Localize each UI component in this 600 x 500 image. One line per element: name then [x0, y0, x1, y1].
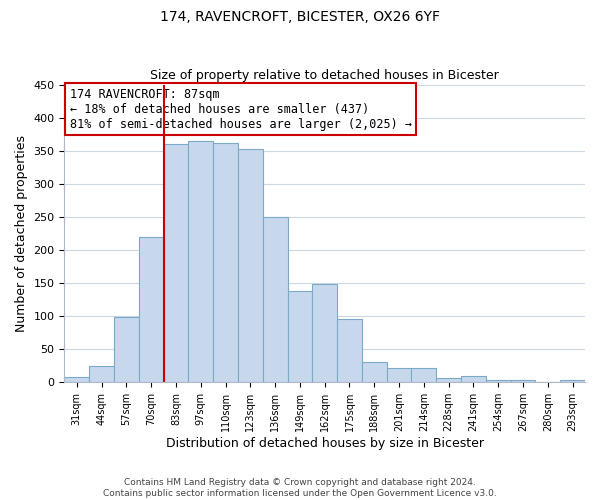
Bar [263, 217, 287, 382]
Text: 174 RAVENCROFT: 87sqm
← 18% of detached houses are smaller (437)
81% of semi-det: 174 RAVENCROFT: 87sqm ← 18% of detached … [70, 88, 412, 130]
Bar [436, 378, 461, 382]
Y-axis label: Number of detached properties: Number of detached properties [15, 135, 28, 332]
Bar [139, 237, 164, 382]
Bar [412, 368, 436, 382]
Bar [486, 380, 511, 382]
Bar [313, 284, 337, 382]
Text: Contains HM Land Registry data © Crown copyright and database right 2024.
Contai: Contains HM Land Registry data © Crown c… [103, 478, 497, 498]
Bar [213, 143, 238, 382]
Bar [511, 380, 535, 382]
Bar [337, 319, 362, 382]
Bar [64, 377, 89, 382]
Bar [188, 141, 213, 382]
Bar [386, 368, 412, 382]
Title: Size of property relative to detached houses in Bicester: Size of property relative to detached ho… [151, 69, 499, 82]
X-axis label: Distribution of detached houses by size in Bicester: Distribution of detached houses by size … [166, 437, 484, 450]
Bar [238, 150, 263, 382]
Text: 174, RAVENCROFT, BICESTER, OX26 6YF: 174, RAVENCROFT, BICESTER, OX26 6YF [160, 10, 440, 24]
Bar [114, 318, 139, 382]
Bar [287, 291, 313, 382]
Bar [461, 376, 486, 382]
Bar [362, 362, 386, 382]
Bar [164, 144, 188, 382]
Bar [560, 380, 585, 382]
Bar [89, 366, 114, 382]
